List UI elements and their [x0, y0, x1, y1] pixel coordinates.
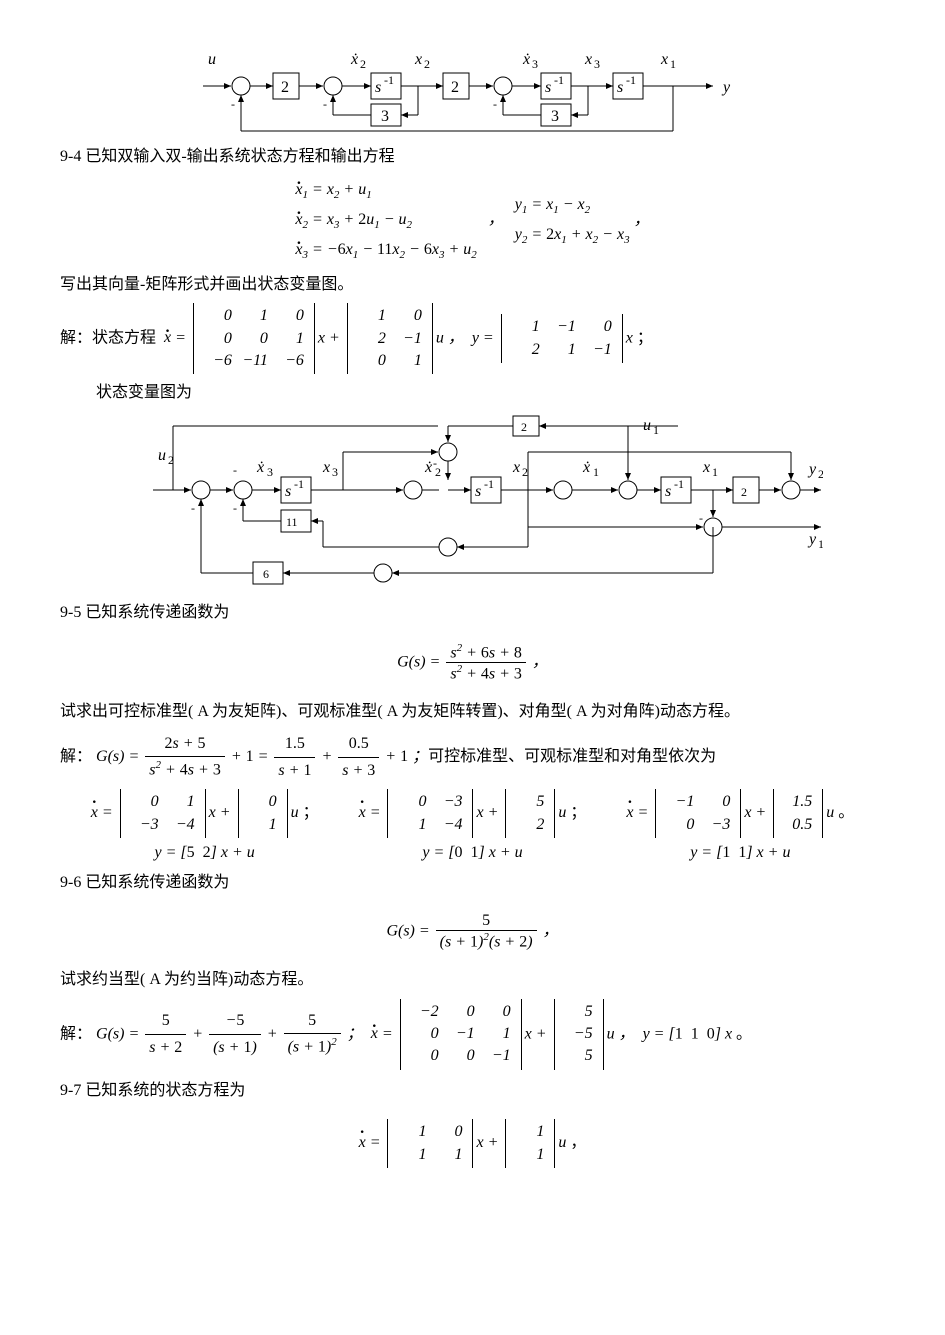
svg-text:3: 3 — [267, 465, 273, 479]
q94-solution: 解：状态方程 x = 010 001 −6−11−6 x + 10 2−1 01… — [60, 303, 885, 374]
svg-text:y: y — [807, 531, 817, 548]
svg-text:-1: -1 — [384, 73, 394, 87]
svg-text:2: 2 — [521, 420, 527, 434]
svg-text:1: 1 — [670, 57, 676, 71]
svg-text:ẋ: ẋ — [424, 459, 433, 476]
q94-heading: 9-4 已知双输入双-输出系统状态方程和输出方程 — [60, 144, 885, 170]
svg-text:2: 2 — [451, 79, 459, 96]
svg-text:2: 2 — [360, 57, 366, 71]
q95-section: 9-5 已知系统传递函数为 G(s) = s2 + 6s + 8s2 + 4s … — [60, 600, 885, 862]
svg-text:x: x — [512, 459, 520, 476]
diagram-93: u - 2 - ẋ2 s-1 x2 3 2 - ẋ3 s-1 x3 3 s-1 … — [60, 46, 885, 136]
svg-text:2: 2 — [435, 465, 441, 479]
svg-text:6: 6 — [263, 567, 269, 581]
svg-text:s: s — [475, 483, 481, 500]
svg-text:s: s — [375, 79, 381, 96]
svg-text:ẋ: ẋ — [522, 51, 531, 68]
svg-text:-1: -1 — [294, 477, 304, 491]
svg-text:3: 3 — [332, 465, 338, 479]
svg-text:-: - — [233, 501, 237, 515]
svg-text:-: - — [323, 97, 327, 111]
svg-text:s: s — [665, 483, 671, 500]
svg-text:2: 2 — [424, 57, 430, 71]
svg-text:x: x — [660, 51, 668, 68]
q97-eq: x = 10 11 x + 1 1 u ， — [60, 1119, 885, 1168]
svg-text:2: 2 — [522, 465, 528, 479]
svg-text:y: y — [807, 461, 817, 478]
q95-ocf: x = 0−31−4x + 52u ； y = [0 1] x + u — [359, 789, 587, 862]
svg-text:x: x — [702, 459, 710, 476]
svg-text:2: 2 — [818, 467, 823, 481]
svg-text:2: 2 — [281, 79, 289, 96]
q95-diag: x = −100−3x + 1.50.5u 。 y = [1 1] x + u — [626, 789, 854, 862]
svg-text:-: - — [233, 463, 237, 477]
svg-text:-1: -1 — [554, 73, 564, 87]
q95-tf: G(s) = s2 + 6s + 8s2 + 4s + 3 ， — [60, 642, 885, 684]
svg-text:y: y — [721, 79, 731, 96]
block-diagram-94: u1 2 u2 - - - ẋ3 s-1 x3 - ẋ2 — [123, 412, 823, 592]
svg-text:x: x — [584, 51, 592, 68]
svg-text:1: 1 — [593, 465, 599, 479]
q94-section: 9-4 已知双输入双-输出系统状态方程和输出方程 x1 = x2 + u1 x2… — [60, 144, 885, 592]
q97-heading: 9-7 已知系统的状态方程为 — [60, 1078, 885, 1104]
svg-text:s: s — [545, 79, 551, 96]
svg-text:1: 1 — [818, 537, 823, 551]
q94-equations: x1 = x2 + u1 x2 = x3 + 2u1 − u2 x3 = −6x… — [60, 176, 885, 266]
svg-text:2: 2 — [741, 485, 747, 499]
svg-text:ẋ: ẋ — [256, 459, 265, 476]
svg-text:u: u — [158, 447, 166, 464]
svg-text:-: - — [493, 97, 497, 111]
q94-line2: 写出其向量-矩阵形式并画出状态变量图。 — [60, 272, 885, 298]
svg-text:ẋ: ẋ — [582, 459, 591, 476]
svg-text:ẋ: ẋ — [350, 51, 359, 68]
svg-text:-1: -1 — [626, 73, 636, 87]
svg-text:s: s — [617, 79, 623, 96]
q95-ccf: x = 01−3−4x + 01u ； y = [5 2] x + u — [91, 789, 319, 862]
q96-section: 9-6 已知系统传递函数为 G(s) = 5(s + 1)2(s + 2) ， … — [60, 870, 885, 1070]
svg-text:3: 3 — [381, 108, 389, 125]
q95-heading: 9-5 已知系统传递函数为 — [60, 600, 885, 626]
q95-line2: 试求出可控标准型( A 为友矩阵)、可观标准型( A 为友矩阵转置)、对角型( … — [60, 699, 885, 725]
svg-text:u: u — [208, 51, 216, 68]
svg-text:3: 3 — [532, 57, 538, 71]
svg-text:-: - — [191, 501, 195, 515]
q94-state-diag-label: 状态变量图为 — [60, 380, 885, 406]
svg-text:-: - — [699, 511, 703, 525]
svg-text:x: x — [414, 51, 422, 68]
block-diagram-93: u - 2 - ẋ2 s-1 x2 3 2 - ẋ3 s-1 x3 3 s-1 … — [193, 46, 753, 136]
svg-text:-: - — [231, 97, 235, 111]
svg-text:11: 11 — [286, 515, 298, 529]
q96-solution: 解： G(s) = 5s + 2 + −5(s + 1) + 5(s + 1)2… — [60, 999, 885, 1070]
svg-text:3: 3 — [594, 57, 600, 71]
q96-line2: 试求约当型( A 为约当阵)动态方程。 — [60, 967, 885, 993]
svg-text:x: x — [322, 459, 330, 476]
q95-forms: x = 01−3−4x + 01u ； y = [5 2] x + u x = … — [60, 789, 885, 862]
svg-text:-1: -1 — [484, 477, 494, 491]
q96-heading: 9-6 已知系统传递函数为 — [60, 870, 885, 896]
q97-section: 9-7 已知系统的状态方程为 x = 10 11 x + 1 1 u ， — [60, 1078, 885, 1168]
svg-text:1: 1 — [653, 423, 659, 437]
svg-text:s: s — [285, 483, 291, 500]
svg-text:1: 1 — [712, 465, 718, 479]
q95-pf: 解： G(s) = 2s + 5s2 + 4s + 3 + 1 = 1.5s +… — [60, 731, 885, 784]
q96-tf: G(s) = 5(s + 1)2(s + 2) ， — [60, 912, 885, 951]
svg-text:-1: -1 — [674, 477, 684, 491]
svg-text:3: 3 — [551, 108, 559, 125]
